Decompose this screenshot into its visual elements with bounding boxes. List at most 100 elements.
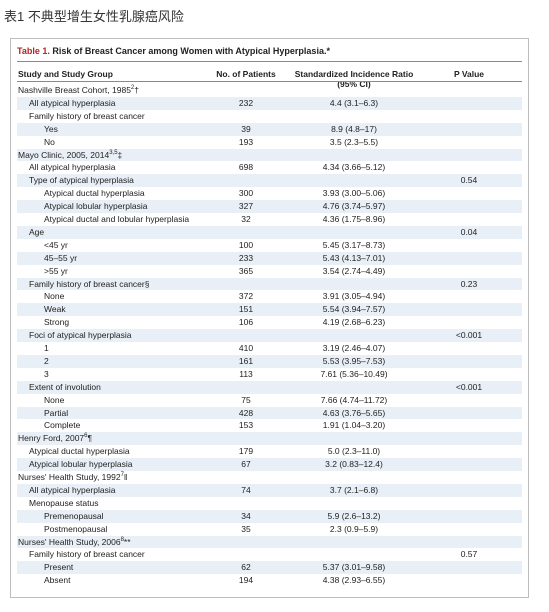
table-row: Nashville Breast Cohort, 19852† <box>17 84 522 97</box>
patients-cell: 75 <box>241 394 251 405</box>
table-row: Atypical ductal and lobular hyperplasia 3… <box>17 213 522 226</box>
table-row: Foci of atypical hyperplasia <0.001 <box>17 329 522 342</box>
row-label: Premenopausal <box>44 510 104 521</box>
sir-cell: 2.3 (0.9–5.9) <box>329 523 379 534</box>
table-row: Atypical lobular hyperplasia 327 4.76 (3.7… <box>17 200 522 213</box>
title-rule <box>17 61 522 62</box>
sir-cell: 1.91 (1.04–3.20) <box>322 420 386 431</box>
sir-cell: 4.19 (2.68–6.23) <box>322 317 386 328</box>
sir-cell: 4.76 (3.74–5.97) <box>322 201 386 212</box>
reference-superscript: 2 <box>130 85 135 92</box>
table-label: Table 1. <box>17 46 50 56</box>
table-row: Strong 106 4.19 (2.68–6.23) <box>17 316 522 329</box>
row-label: Postmenopausal <box>44 523 108 534</box>
sir-cell: 7.61 (5.36–10.49) <box>320 368 388 379</box>
table-row: Atypical ductal hyperplasia 300 3.93 (3.00… <box>17 187 522 200</box>
row-label: Nashville Breast Cohort, 19852† <box>18 85 139 95</box>
row-label: 1 <box>44 343 49 353</box>
patients-cell: 153 <box>238 420 254 431</box>
header-patients: No. of Patients <box>216 69 276 79</box>
sir-cell: 8.9 (4.8–17) <box>331 123 377 134</box>
patients-cell: 62 <box>241 562 251 573</box>
footnote-mark: ‖ <box>123 472 128 482</box>
row-label: Type of atypical hyperplasia <box>29 175 134 186</box>
footnote-mark: ¶ <box>87 433 93 444</box>
sir-cell: 3.93 (3.00–5.06) <box>322 188 386 199</box>
patients-cell: 100 <box>238 239 254 250</box>
table-row: Premenopausal 34 5.9 (2.6–13.2) <box>17 509 522 523</box>
row-label: All atypical hyperplasia <box>29 162 116 173</box>
patients-cell: 179 <box>238 446 254 457</box>
patients-cell: 151 <box>238 304 254 315</box>
sir-cell: 5.45 (3.17–8.73) <box>322 239 386 250</box>
row-label: Partial <box>44 407 69 418</box>
row-label: None <box>44 291 65 302</box>
sir-cell: 3.2 (0.83–12.4) <box>325 459 383 470</box>
row-label: All atypical hyperplasia <box>29 97 116 108</box>
p-value-cell: <0.001 <box>455 330 483 341</box>
table-row: Atypical lobular hyperplasia 67 3.2 (0.83–… <box>17 458 522 471</box>
table-row: Yes 39 8.9 (4.8–17) <box>17 122 522 136</box>
row-label: Atypical ductal hyperplasia <box>44 188 145 199</box>
row-label: Atypical lobular hyperplasia <box>29 459 133 470</box>
sir-cell: 4.4 (3.1–6.3) <box>329 97 379 108</box>
row-label: All atypical hyperplasia <box>29 484 116 495</box>
patients-cell: 35 <box>241 523 251 534</box>
header-study: Study and Study Group <box>18 69 113 79</box>
row-label: Weak <box>44 304 66 315</box>
sir-cell: 4.36 (1.75–8.96) <box>322 214 386 224</box>
patients-cell: 300 <box>238 188 254 199</box>
patients-cell: 428 <box>238 407 254 418</box>
table-row: All atypical hyperplasia 74 3.7 (2.1–6.8) <box>17 483 522 497</box>
table-row: 2 161 5.53 (3.95–7.53) <box>17 354 522 368</box>
row-label: None <box>44 394 65 405</box>
patients-cell: 193 <box>238 136 254 147</box>
table-row: No 193 3.5 (2.3–5.5) <box>17 136 522 149</box>
row-label: Complete <box>44 420 81 431</box>
patients-cell: 39 <box>241 123 251 134</box>
row-label: Atypical lobular hyperplasia <box>44 201 148 212</box>
patients-cell: 327 <box>238 201 254 212</box>
row-label: Mayo Clinic, 2005, 20143,5‡ <box>18 149 123 160</box>
row-label: Age <box>29 226 45 237</box>
row-label: Family history of breast cancer§ <box>29 278 150 289</box>
table-row: Nurses' Health Study, 19927‖ <box>17 471 522 484</box>
p-value-cell: <0.001 <box>455 381 483 392</box>
table-title: Table 1. Risk of Breast Cancer among Wom… <box>17 46 330 56</box>
table-row: 1 410 3.19 (2.46–4.07) <box>17 342 522 355</box>
p-value-cell: 0.57 <box>460 549 478 560</box>
row-label: 2 <box>44 355 49 366</box>
patients-cell: 410 <box>238 343 254 353</box>
sir-cell: 5.0 (2.3–11.0) <box>327 446 381 457</box>
row-label: Henry Ford, 20076¶ <box>18 433 93 444</box>
header-rule <box>17 81 522 82</box>
patients-cell: 161 <box>238 355 254 366</box>
row-label: Family history of breast cancer <box>29 549 145 560</box>
table-row: 3 113 7.61 (5.36–10.49) <box>17 368 522 381</box>
table-row: Family history of breast cancer 0.57 <box>17 548 522 561</box>
footnote-mark: ‡ <box>117 149 123 160</box>
row-label: 3 <box>44 368 49 379</box>
sir-cell: 3.7 (2.1–6.8) <box>329 484 379 495</box>
sir-cell: 5.37 (3.01–9.58) <box>322 562 386 573</box>
breast-cancer-risk-table: Table 1. Risk of Breast Cancer among Wom… <box>10 38 529 598</box>
row-label: Nurses' Health Study, 19927‖ <box>18 472 128 482</box>
row-label: Family history of breast cancer <box>29 110 145 121</box>
table-row: Age 0.04 <box>17 225 522 239</box>
table-row: Absent 194 4.38 (2.93–6.55) <box>17 574 522 587</box>
row-label: Present <box>44 562 74 573</box>
reference-superscript: 7 <box>120 472 124 479</box>
patients-cell: 233 <box>238 252 254 263</box>
patients-cell: 106 <box>238 317 254 328</box>
patients-cell: 194 <box>238 575 254 586</box>
footnote-mark: † <box>134 85 139 95</box>
table-row: Family history of breast cancer§ 0.23 <box>17 277 522 291</box>
row-label: Nurses' Health Study, 20068** <box>18 536 131 547</box>
sir-cell: 5.9 (2.6–13.2) <box>327 510 381 521</box>
patients-cell: 74 <box>241 484 251 495</box>
patients-cell: 365 <box>238 265 254 276</box>
table-row: Postmenopausal 35 2.3 (0.9–5.9) <box>17 523 522 536</box>
table-row: Atypical ductal hyperplasia 179 5.0 (2.3–1… <box>17 445 522 458</box>
header-sir: Standardized Incidence Ratio (95% CI) <box>294 69 414 89</box>
table-row: Family history of breast cancer <box>17 110 522 123</box>
